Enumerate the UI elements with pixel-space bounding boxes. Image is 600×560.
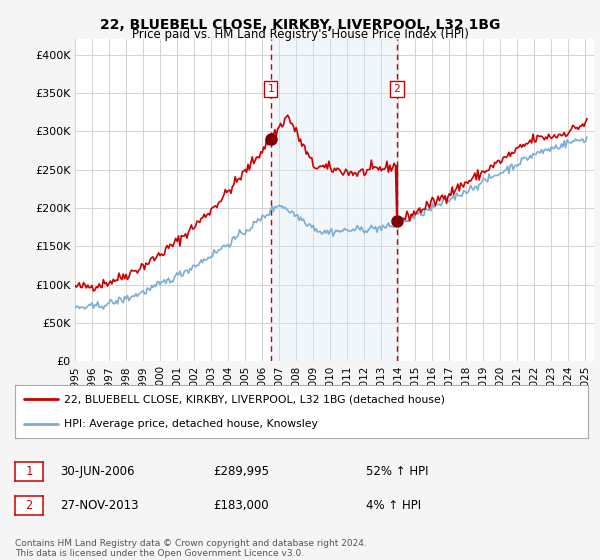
Text: 52% ↑ HPI: 52% ↑ HPI [366, 465, 428, 478]
Text: 4% ↑ HPI: 4% ↑ HPI [366, 498, 421, 512]
Text: 1: 1 [25, 465, 32, 478]
Text: Contains HM Land Registry data © Crown copyright and database right 2024.
This d: Contains HM Land Registry data © Crown c… [15, 539, 367, 558]
Text: 22, BLUEBELL CLOSE, KIRKBY, LIVERPOOL, L32 1BG (detached house): 22, BLUEBELL CLOSE, KIRKBY, LIVERPOOL, L… [64, 394, 445, 404]
Bar [271, 39, 397, 361]
Text: £183,000: £183,000 [213, 498, 269, 512]
Text: 27-NOV-2013: 27-NOV-2013 [60, 498, 139, 512]
Text: 2: 2 [25, 498, 32, 512]
Text: HPI: Average price, detached house, Knowsley: HPI: Average price, detached house, Know… [64, 418, 317, 428]
Text: 2: 2 [394, 84, 400, 94]
Text: 22, BLUEBELL CLOSE, KIRKBY, LIVERPOOL, L32 1BG: 22, BLUEBELL CLOSE, KIRKBY, LIVERPOOL, L… [100, 18, 500, 32]
Text: £289,995: £289,995 [213, 465, 269, 478]
Text: Price paid vs. HM Land Registry's House Price Index (HPI): Price paid vs. HM Land Registry's House … [131, 28, 469, 41]
Text: 30-JUN-2006: 30-JUN-2006 [60, 465, 134, 478]
Text: 1: 1 [268, 84, 274, 94]
